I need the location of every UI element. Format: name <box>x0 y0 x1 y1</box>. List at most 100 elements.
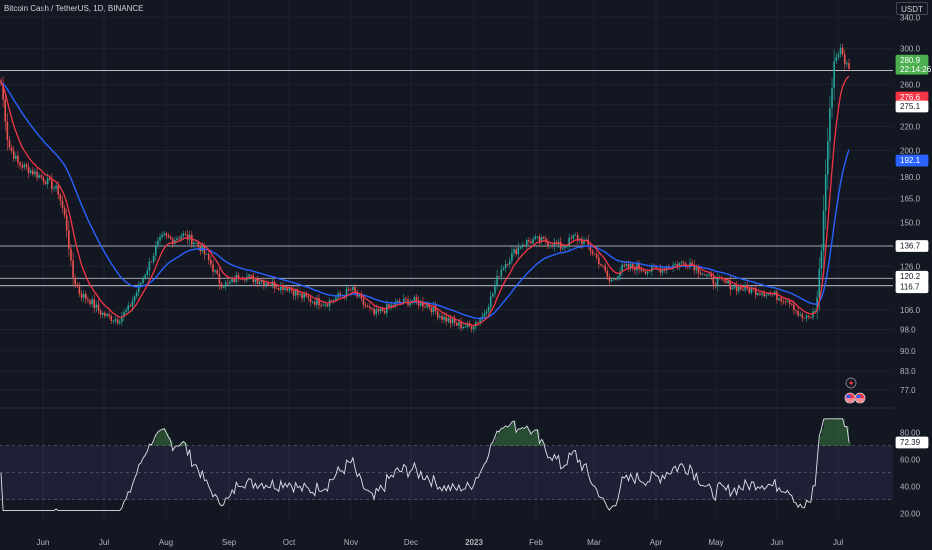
candle <box>623 261 626 269</box>
candle <box>500 264 503 282</box>
candle <box>373 304 375 317</box>
rsi-axis[interactable]: 80.00 60.00 40.00 20.00 <box>900 428 921 518</box>
candle <box>689 258 691 270</box>
candle <box>15 152 17 162</box>
us-flag-icon[interactable] <box>844 392 856 404</box>
candle <box>799 311 802 317</box>
candle <box>413 295 416 305</box>
candle <box>108 310 110 320</box>
candle <box>545 235 547 245</box>
candle <box>759 291 761 297</box>
candle <box>99 308 102 319</box>
candle <box>716 273 719 291</box>
candle <box>63 204 66 219</box>
candle <box>360 290 363 302</box>
candle <box>375 304 378 319</box>
candle <box>42 175 45 185</box>
candle <box>227 279 229 286</box>
candle <box>129 303 132 307</box>
svg-text:116.7: 116.7 <box>900 283 920 292</box>
candle <box>161 231 163 240</box>
candle <box>629 261 632 272</box>
time-tick-label: Dec <box>404 538 418 547</box>
candle <box>142 275 144 286</box>
candle <box>85 290 87 304</box>
candle <box>61 195 64 213</box>
candle <box>725 277 727 285</box>
ema-slow-line <box>0 82 850 320</box>
candle <box>51 173 53 194</box>
candle <box>496 269 498 291</box>
candle <box>371 307 373 312</box>
candle <box>154 241 157 261</box>
candle <box>0 78 2 87</box>
candle <box>555 240 558 246</box>
us-flag-icon[interactable] <box>854 392 866 404</box>
candle <box>17 151 19 168</box>
candle <box>322 302 325 307</box>
ema-fast-line <box>0 75 850 327</box>
candle <box>110 313 113 325</box>
candle <box>275 285 278 289</box>
candle <box>19 161 21 170</box>
candle <box>610 278 613 283</box>
candle <box>127 301 129 315</box>
candle <box>701 272 704 276</box>
candle <box>148 257 151 277</box>
price-tick-label: 300.0 <box>900 45 921 54</box>
candle <box>252 272 255 287</box>
last-price-tag: 280.922:14:26 <box>895 54 932 75</box>
price-tick-label: 260.0 <box>900 81 921 90</box>
candle <box>224 279 227 290</box>
candle <box>362 295 365 310</box>
time-axis[interactable]: Jun Jul Aug Sep Oct Nov Dec 2023 Feb Mar Apr May Jun… <box>37 538 844 547</box>
time-tick-label: Jul <box>833 538 843 547</box>
candle <box>504 259 507 273</box>
candle <box>807 315 810 320</box>
candle <box>352 285 354 293</box>
candle <box>848 58 850 72</box>
candle <box>699 269 702 276</box>
lightning-icon[interactable] <box>845 377 857 389</box>
candle <box>316 294 318 309</box>
candle <box>837 51 840 60</box>
event-markers[interactable] <box>844 377 866 404</box>
candle <box>95 301 98 312</box>
candle <box>604 262 606 273</box>
candle <box>714 281 717 289</box>
rsi-guides <box>0 445 893 501</box>
candle <box>231 275 233 285</box>
candle <box>248 273 250 281</box>
candle <box>4 90 7 132</box>
candle <box>345 284 348 301</box>
candle <box>186 229 189 245</box>
candles <box>0 43 850 333</box>
candle <box>547 238 549 250</box>
candle <box>6 113 9 151</box>
currency-selector[interactable]: USDT <box>896 2 928 15</box>
candle <box>835 52 838 64</box>
symbol-title[interactable]: Bitcoin Cash / TetherUS, 1D, BINANCE <box>4 4 144 13</box>
candle <box>612 278 615 281</box>
candle <box>784 298 787 306</box>
time-tick-label: Jun <box>37 538 50 547</box>
level-top-tag: 275.1 <box>895 100 929 113</box>
candle <box>661 267 664 276</box>
candle <box>540 234 543 245</box>
candle <box>780 296 782 306</box>
candle <box>704 273 706 276</box>
price-tick-label: 220.0 <box>900 123 921 132</box>
time-tick-label: Nov <box>344 538 358 547</box>
candle <box>453 314 456 327</box>
candle <box>436 308 439 321</box>
candle <box>97 299 100 314</box>
time-tick-label: Jun <box>771 538 784 547</box>
candle <box>78 282 81 297</box>
candle <box>737 284 740 294</box>
candle <box>591 248 594 257</box>
candle <box>757 291 759 297</box>
horizontal-lines[interactable] <box>0 70 893 287</box>
